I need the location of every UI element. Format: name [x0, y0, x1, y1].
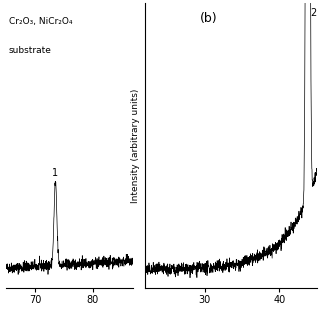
Text: 2: 2 [310, 8, 316, 18]
Y-axis label: Intensity (arbitrary units): Intensity (arbitrary units) [131, 88, 140, 203]
Text: 1: 1 [52, 168, 58, 178]
Text: (b): (b) [200, 12, 218, 25]
Text: Cr₂O₃, NiCr₂O₄: Cr₂O₃, NiCr₂O₄ [9, 17, 72, 27]
Text: substrate: substrate [9, 46, 52, 55]
